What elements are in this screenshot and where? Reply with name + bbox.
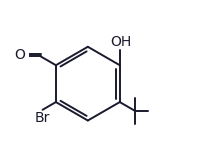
Text: O: O [15,48,26,62]
Text: Br: Br [34,111,50,125]
Text: OH: OH [110,35,131,49]
